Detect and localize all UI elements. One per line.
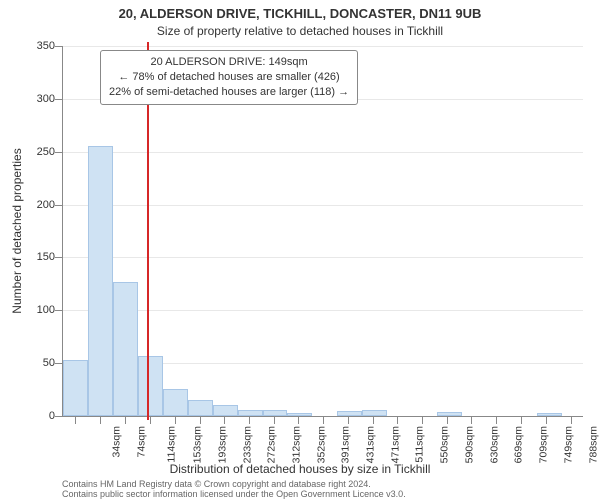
y-tick	[55, 416, 63, 417]
histogram-bar	[188, 400, 213, 416]
x-tick	[447, 416, 448, 424]
x-tick	[249, 416, 250, 424]
histogram-bar	[362, 410, 387, 416]
grid-line	[63, 310, 583, 311]
x-axis-label: Distribution of detached houses by size …	[0, 462, 600, 476]
annotation-line3: 22% of semi-detached houses are larger (…	[109, 85, 349, 100]
histogram-bar	[88, 146, 113, 416]
y-tick	[55, 205, 63, 206]
title-main: 20, ALDERSON DRIVE, TICKHILL, DONCASTER,…	[0, 6, 600, 21]
y-tick-label: 300	[25, 93, 55, 105]
histogram-bar	[238, 410, 263, 416]
y-tick	[55, 310, 63, 311]
x-tick-label: 788sqm	[587, 426, 599, 463]
x-tick-label: 749sqm	[563, 426, 575, 463]
title-sub: Size of property relative to detached ho…	[0, 24, 600, 38]
y-tick-label: 250	[25, 146, 55, 158]
x-tick	[150, 416, 151, 424]
histogram-bar	[287, 413, 312, 416]
x-tick-label: 114sqm	[166, 426, 178, 463]
x-tick	[348, 416, 349, 424]
x-tick	[571, 416, 572, 424]
x-tick	[75, 416, 76, 424]
histogram-bar	[213, 405, 238, 416]
histogram-bar	[263, 410, 288, 416]
grid-line	[63, 257, 583, 258]
histogram-bar	[437, 412, 462, 416]
y-tick-label: 150	[25, 251, 55, 263]
x-tick	[224, 416, 225, 424]
x-tick-label: 709sqm	[538, 426, 550, 463]
x-tick	[323, 416, 324, 424]
grid-line	[63, 205, 583, 206]
x-tick-label: 193sqm	[216, 426, 228, 463]
x-tick-label: 391sqm	[339, 426, 351, 463]
x-tick-label: 590sqm	[463, 426, 475, 463]
annotation-box: 20 ALDERSON DRIVE: 149sqm ← 78% of detac…	[100, 50, 358, 105]
x-tick-label: 669sqm	[513, 426, 525, 463]
y-tick	[55, 257, 63, 258]
x-tick	[373, 416, 374, 424]
footer-text: Contains HM Land Registry data © Crown c…	[62, 480, 406, 500]
x-tick-label: 352sqm	[315, 426, 327, 463]
x-tick	[298, 416, 299, 424]
x-tick	[200, 416, 201, 424]
annotation-line2: ← 78% of detached houses are smaller (42…	[109, 70, 349, 85]
x-tick-label: 34sqm	[111, 426, 123, 458]
x-tick-label: 74sqm	[136, 426, 148, 458]
x-tick-label: 153sqm	[191, 426, 203, 463]
y-tick	[55, 99, 63, 100]
chart-container: 20, ALDERSON DRIVE, TICKHILL, DONCASTER,…	[0, 0, 600, 500]
histogram-bar	[163, 389, 188, 416]
x-tick-label: 550sqm	[439, 426, 451, 463]
x-tick	[496, 416, 497, 424]
histogram-bar	[113, 282, 138, 416]
footer-line2: Contains public sector information licen…	[62, 490, 406, 500]
y-tick	[55, 46, 63, 47]
x-tick	[125, 416, 126, 424]
grid-line	[63, 46, 583, 47]
y-axis-label: Number of detached properties	[10, 148, 24, 313]
histogram-bar	[63, 360, 88, 416]
x-tick-label: 511sqm	[413, 426, 425, 463]
y-tick-label: 0	[25, 410, 55, 422]
x-tick	[546, 416, 547, 424]
x-tick	[274, 416, 275, 424]
x-tick-label: 630sqm	[488, 426, 500, 463]
y-tick	[55, 363, 63, 364]
y-tick	[55, 152, 63, 153]
x-tick	[397, 416, 398, 424]
x-tick-label: 233sqm	[241, 426, 253, 463]
x-tick-label: 312sqm	[290, 426, 302, 463]
x-tick	[100, 416, 101, 424]
y-tick-label: 350	[25, 40, 55, 52]
x-tick	[422, 416, 423, 424]
histogram-bar	[138, 356, 163, 416]
y-tick-label: 200	[25, 199, 55, 211]
histogram-bar	[537, 413, 562, 416]
histogram-bar	[337, 411, 362, 416]
x-tick	[471, 416, 472, 424]
x-tick	[521, 416, 522, 424]
x-tick-label: 431sqm	[364, 426, 376, 463]
x-tick-label: 272sqm	[265, 426, 277, 463]
grid-line	[63, 152, 583, 153]
y-tick-label: 50	[25, 357, 55, 369]
annotation-line1: 20 ALDERSON DRIVE: 149sqm	[109, 55, 349, 70]
x-tick-label: 471sqm	[389, 426, 401, 463]
y-tick-label: 100	[25, 304, 55, 316]
x-tick	[175, 416, 176, 424]
